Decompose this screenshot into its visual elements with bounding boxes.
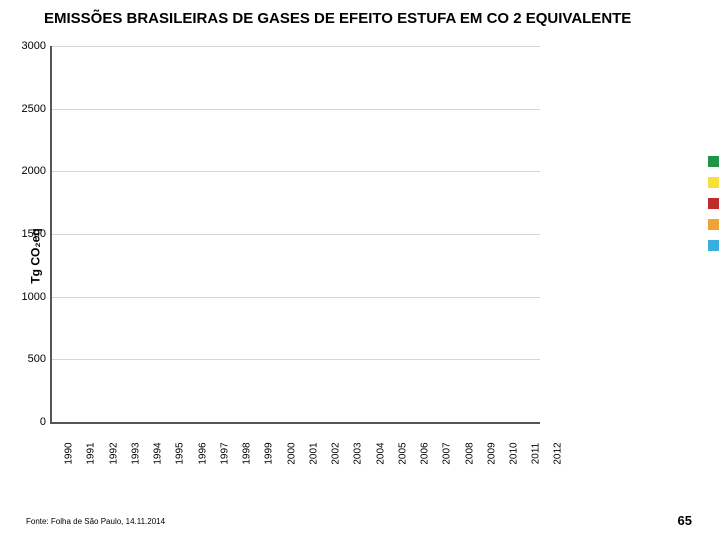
legend-swatch <box>708 177 719 188</box>
legend-swatch <box>708 156 719 167</box>
bars-group <box>60 46 540 422</box>
x-axis-labels: 1990199119921993199419951996199719981999… <box>58 424 540 443</box>
chart-title: EMISSÕES BRASILEIRAS DE GASES DE EFEITO … <box>0 0 720 31</box>
y-tick-label: 3000 <box>22 40 52 52</box>
y-tick-label: 1000 <box>22 291 52 303</box>
y-tick-label: 1500 <box>22 228 52 240</box>
x-tick-label: 1995 <box>175 442 186 464</box>
legend-item: Tratamento de Resíduos <box>708 218 720 230</box>
x-tick-label: 2006 <box>420 442 431 464</box>
y-tick-label: 0 <box>40 416 52 428</box>
y-tick-label: 500 <box>28 353 52 365</box>
x-tick-label: 2004 <box>375 442 386 464</box>
x-tick-label: 1994 <box>153 442 164 464</box>
legend-swatch <box>708 219 719 230</box>
y-tick-label: 2000 <box>22 165 52 177</box>
x-tick-label: 1990 <box>64 442 75 464</box>
x-tick-label: 1991 <box>86 442 97 464</box>
x-tick-label: 2007 <box>442 442 453 464</box>
x-tick-label: 2002 <box>331 442 342 464</box>
legend-item: Processos Industriais <box>708 197 720 209</box>
page-number: 65 <box>678 513 692 528</box>
source-text: Fonte: Folha de São Paulo, 14.11.2014 <box>26 517 165 526</box>
x-tick-label: 2003 <box>353 442 364 464</box>
x-tick-label: 1997 <box>219 442 230 464</box>
x-tick-label: 2001 <box>308 442 319 464</box>
x-tick-label: 2011 <box>531 443 542 465</box>
legend-item: Energia <box>708 239 720 251</box>
x-tick-label: 2000 <box>286 442 297 464</box>
legend-item: Agropecuária <box>708 176 720 188</box>
x-tick-label: 1998 <box>242 442 253 464</box>
legend: Uso da Terra e Florestas Agropecuária Proc… <box>708 146 720 260</box>
x-tick-label: 2005 <box>397 442 408 464</box>
x-tick-label: 1992 <box>108 442 119 464</box>
x-tick-label: 2008 <box>464 442 475 464</box>
x-tick-label: 1996 <box>197 442 208 464</box>
plot-area: 050010001500200025003000 <box>50 46 540 424</box>
legend-swatch <box>708 240 719 251</box>
legend-swatch <box>708 198 719 209</box>
x-tick-label: 2012 <box>552 442 563 464</box>
chart-container: Tg CO₂eq 050010001500200025003000 199019… <box>26 46 706 466</box>
x-tick-label: 1993 <box>130 442 141 464</box>
legend-item: Uso da Terra e Florestas <box>708 155 720 167</box>
x-tick-label: 1999 <box>264 442 275 464</box>
x-tick-label: 2010 <box>509 442 520 464</box>
x-tick-label: 2009 <box>486 442 497 464</box>
y-tick-label: 2500 <box>22 103 52 115</box>
